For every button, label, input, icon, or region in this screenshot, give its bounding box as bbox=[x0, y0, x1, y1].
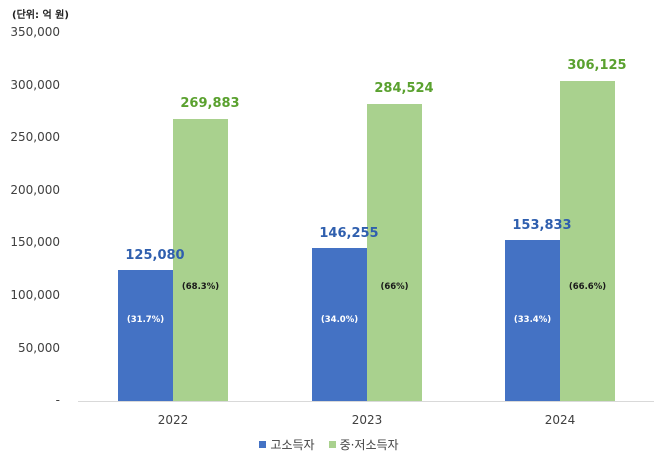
legend-item-mid-low-income: 중·저소득자 bbox=[328, 436, 399, 453]
bar-high-income-2023 bbox=[312, 248, 367, 401]
x-tick: 2022 bbox=[157, 413, 189, 427]
value-label: 306,125 bbox=[567, 58, 627, 73]
legend-swatch-icon bbox=[259, 441, 267, 448]
x-axis-line bbox=[78, 401, 654, 402]
bar-mid-low-income-2022 bbox=[173, 119, 228, 401]
legend-label: 고소득자 bbox=[270, 438, 315, 452]
legend-swatch-icon bbox=[328, 441, 336, 448]
y-tick: 250,000 bbox=[10, 130, 60, 144]
value-label: 269,883 bbox=[180, 96, 240, 111]
y-tick: 100,000 bbox=[10, 288, 60, 302]
unit-label: (단위: 억 원) bbox=[12, 10, 69, 21]
value-label: 146,255 bbox=[319, 226, 379, 241]
share-label: (34.0%) bbox=[320, 315, 359, 325]
share-label: (66.6%) bbox=[568, 282, 607, 292]
x-tick: 2024 bbox=[544, 413, 576, 427]
legend: 고소득자 중·저소득자 bbox=[0, 436, 658, 453]
share-label: (31.7%) bbox=[126, 315, 165, 325]
share-label: (66%) bbox=[380, 282, 409, 292]
value-label: 125,080 bbox=[125, 248, 185, 263]
bar-mid-low-income-2024 bbox=[560, 81, 615, 401]
y-tick: 200,000 bbox=[10, 183, 60, 197]
value-label: 153,833 bbox=[512, 218, 572, 233]
legend-label: 중·저소득자 bbox=[339, 438, 399, 452]
value-label: 284,524 bbox=[374, 81, 434, 96]
bar-mid-low-income-2023 bbox=[367, 104, 422, 401]
x-tick: 2023 bbox=[351, 413, 383, 427]
y-tick: - bbox=[55, 393, 60, 407]
y-tick: 50,000 bbox=[18, 341, 60, 355]
share-label: (68.3%) bbox=[181, 282, 220, 292]
bar-high-income-2022 bbox=[118, 270, 173, 401]
share-label: (33.4%) bbox=[513, 315, 552, 325]
legend-item-high-income: 고소득자 bbox=[259, 436, 315, 453]
y-tick: 150,000 bbox=[10, 235, 60, 249]
bar-high-income-2024 bbox=[505, 240, 560, 401]
y-tick: 350,000 bbox=[10, 25, 60, 39]
y-tick: 300,000 bbox=[10, 78, 60, 92]
